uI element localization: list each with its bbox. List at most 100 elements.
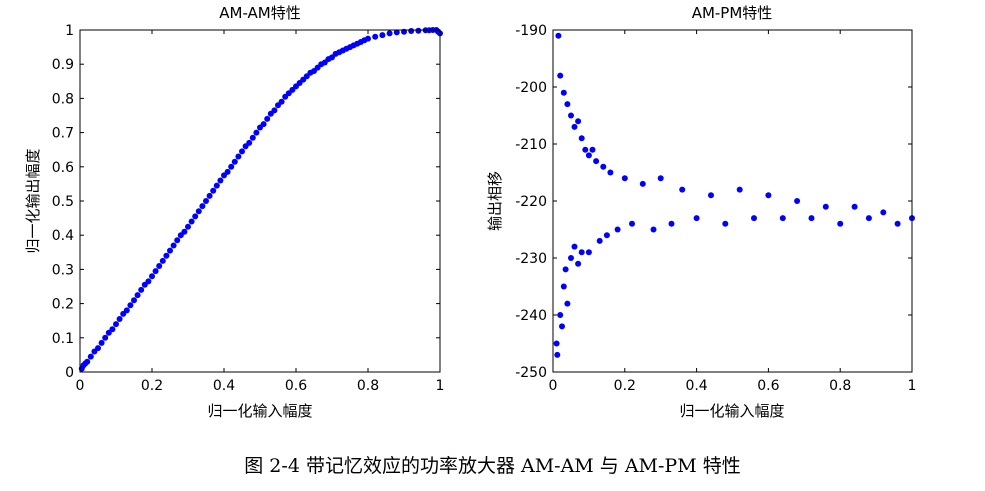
am-am-point [393, 29, 400, 36]
am-am-point [271, 107, 278, 114]
am-am-point [102, 334, 109, 341]
am-pm-point [575, 260, 582, 267]
am-am-point [170, 242, 177, 249]
am-am-point [149, 273, 155, 280]
am-am-point [231, 158, 238, 165]
am-pm-point [880, 209, 887, 216]
am-pm-point [568, 112, 574, 119]
am-pm-point [808, 215, 815, 222]
am-pm-point [822, 203, 829, 210]
am-pm-point [564, 101, 571, 108]
am-am-point [213, 182, 220, 189]
am-pm-point [603, 232, 610, 239]
am-am-ylabel: 归一化输出幅度 [24, 148, 42, 253]
am-pm-point [894, 220, 901, 227]
am-am-point [113, 321, 119, 328]
am-pm-x-tick-label: 0.4 [685, 378, 707, 394]
am-pm-point [722, 220, 729, 227]
am-am-point [408, 28, 415, 34]
am-am-point [206, 192, 213, 199]
am-pm-y-tick-label: -220 [515, 194, 547, 210]
am-am-point [224, 168, 231, 175]
am-am-point [246, 139, 253, 146]
am-pm-title: AM-PM特性 [692, 4, 773, 22]
am-pm-point [562, 266, 569, 273]
am-pm-point [650, 226, 657, 233]
am-am-point [145, 278, 152, 285]
am-am-y-tick-label: 0.1 [52, 331, 74, 347]
am-am-point [134, 292, 141, 299]
am-am-point [174, 237, 181, 244]
am-am-x-tick-label: 0.6 [285, 378, 307, 394]
am-am-point [386, 30, 393, 37]
am-pm-point [607, 169, 614, 176]
am-am-y-tick-label: 0.4 [52, 228, 74, 244]
am-am-point [109, 326, 116, 333]
am-pm-y-tick-label: -200 [515, 80, 547, 96]
am-am-chart: AM-AM特性 0 0.2 0.4 0.6 0.8 1 00.10.20.30.40.50… [24, 4, 444, 420]
am-pm-point [621, 175, 628, 182]
am-pm-point [629, 220, 635, 227]
am-pm-point [560, 283, 567, 290]
am-pm-point [564, 300, 571, 307]
am-pm-y-tick-label: -240 [515, 308, 547, 324]
am-pm-axes-frame [552, 29, 913, 373]
am-am-point [131, 297, 137, 304]
am-pm-point [679, 186, 686, 193]
am-pm-point [553, 340, 560, 347]
am-pm-point [751, 215, 757, 222]
am-pm-point [596, 237, 603, 244]
am-am-point [156, 263, 163, 269]
am-am-point [199, 203, 206, 210]
am-pm-point [851, 203, 858, 210]
am-pm-x-tick-label: 0.2 [614, 378, 636, 394]
am-am-y-tick-label: 0.8 [52, 91, 74, 107]
am-am-point [379, 32, 386, 39]
am-am-y-tick-label: 0 [65, 365, 74, 381]
am-am-point [127, 302, 134, 309]
am-pm-x-tick-label: 0.6 [757, 378, 779, 394]
am-pm-point [593, 158, 600, 165]
am-am-points [78, 27, 443, 372]
figure-caption: 图 2-4 带记忆效应的功率放大器 AM-AM 与 AM-PM 特性 [244, 455, 741, 477]
am-pm-point [693, 215, 700, 222]
am-pm-y-tick-label: -210 [515, 137, 547, 153]
am-pm-point [837, 220, 844, 227]
am-pm-point [554, 351, 561, 358]
am-pm-points [553, 32, 915, 358]
am-am-point [217, 177, 224, 184]
am-am-x-ticks: 0 0.2 0.4 0.6 0.8 1 [76, 30, 444, 394]
am-am-point [278, 98, 285, 105]
am-am-point [235, 153, 242, 160]
am-am-point [87, 353, 94, 360]
am-pm-point [555, 32, 562, 39]
am-am-point [372, 33, 379, 40]
am-pm-point [571, 123, 578, 130]
am-pm-point [708, 192, 714, 199]
am-am-y-tick-label: 0.6 [52, 160, 74, 176]
am-am-y-tick-label: 0.9 [52, 57, 74, 73]
am-pm-point [779, 215, 786, 222]
am-pm-y-tick-label: -250 [515, 365, 547, 381]
am-am-point [253, 129, 260, 136]
am-am-point [116, 316, 123, 322]
am-am-y-tick-label: 1 [65, 23, 74, 39]
am-am-y-tick-label: 0.5 [52, 194, 74, 210]
am-pm-xlabel: 归一化输入幅度 [679, 402, 784, 420]
am-am-point [159, 257, 166, 264]
am-pm-x-tick-label: 0.8 [829, 378, 851, 394]
am-am-point [228, 163, 235, 170]
am-am-x-tick-label: 0.4 [213, 378, 235, 394]
am-pm-point [557, 312, 564, 318]
am-pm-point [585, 249, 592, 256]
am-pm-point [568, 255, 574, 261]
am-am-point [181, 228, 188, 235]
am-am-point [249, 134, 256, 141]
am-pm-point [794, 198, 801, 204]
am-am-point [415, 27, 422, 34]
am-am-point [167, 247, 173, 254]
am-am-point [264, 115, 271, 122]
am-am-point [188, 218, 195, 225]
am-pm-point [589, 146, 596, 153]
